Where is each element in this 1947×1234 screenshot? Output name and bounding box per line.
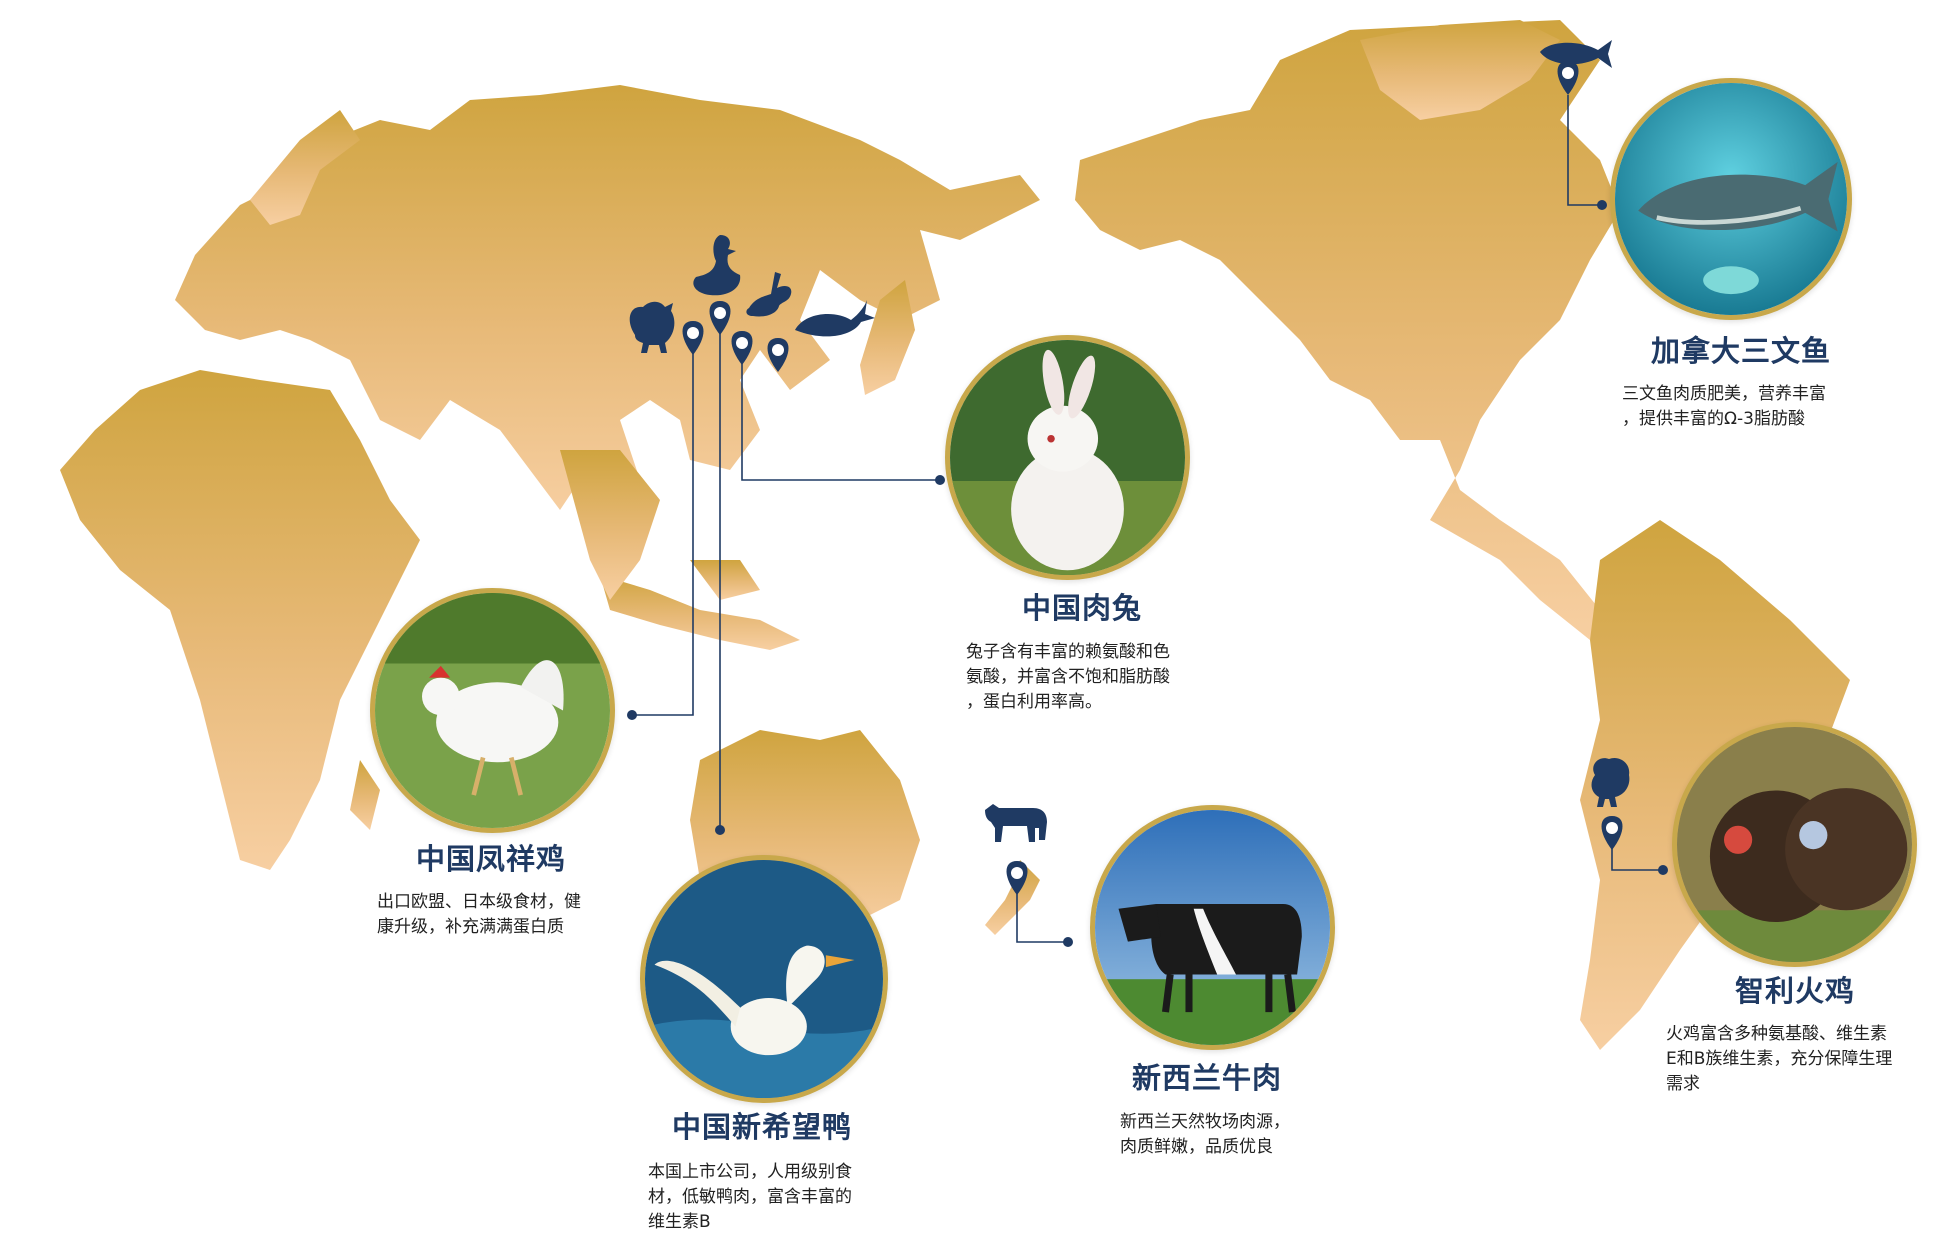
connector-lines — [632, 95, 1663, 943]
beef-title: 新西兰牛肉 — [1132, 1061, 1283, 1095]
salmon-desc-line: 三文鱼肉质肥美，营养丰富 — [1622, 384, 1826, 404]
pin-china-chicken-icon — [682, 321, 704, 355]
turkey-desc-line: 火鸡富含多种氨基酸、维生素 — [1666, 1024, 1887, 1044]
chicken-icon — [629, 301, 675, 353]
pin-chile-icon — [1601, 816, 1623, 850]
turkey-desc-line: 需求 — [1666, 1074, 1700, 1094]
pin-china-east-icon — [767, 338, 789, 372]
duck-desc-line: 材，低敏鸭肉，富含丰富的 — [648, 1187, 852, 1207]
duck-title: 中国新希望鸭 — [672, 1110, 853, 1144]
animal-silhouettes — [629, 40, 1630, 842]
turkey-desc-line: E和B族维生素，充分保障生理 — [1666, 1049, 1893, 1069]
turkey-icon — [1591, 757, 1630, 807]
new-zealand — [985, 860, 1040, 935]
beef-desc-line: 新西兰天然牧场肉源， — [1120, 1112, 1290, 1132]
chicken-desc: 出口欧盟、日本级食材，健 康升级，补充满满蛋白质 — [377, 890, 637, 940]
salmon-desc-line: ，提供丰富的Ω-3脂肪酸 — [1622, 409, 1805, 429]
rabbit-desc-line: 兔子含有丰富的赖氨酸和色 — [966, 642, 1170, 662]
chicken-desc-line: 出口欧盟、日本级食材，健 — [377, 892, 581, 912]
india — [560, 450, 660, 600]
rabbit-desc: 兔子含有丰富的赖氨酸和色 氨酸，并富含不饱和脂肪酸 ，蛋白利用率高。 — [966, 640, 1226, 715]
duck-icon — [693, 235, 741, 296]
chicken-desc-line: 康升级，补充满满蛋白质 — [377, 917, 564, 937]
turkey-title: 智利火鸡 — [1735, 974, 1856, 1008]
pin-china-duck-icon — [709, 301, 731, 335]
salmon-desc: 三文鱼肉质肥美，营养丰富 ，提供丰富的Ω-3脂肪酸 — [1622, 382, 1882, 432]
greenland — [1360, 20, 1560, 120]
turkey-desc: 火鸡富含多种氨基酸、维生素 E和B族维生素，充分保障生理 需求 — [1666, 1022, 1936, 1097]
eurasia — [175, 85, 1040, 520]
duck-photo — [640, 855, 888, 1103]
beef-desc-line: 肉质鲜嫩，品质优良 — [1120, 1137, 1273, 1157]
beef-desc: 新西兰天然牧场肉源， 肉质鲜嫩，品质优良 — [1120, 1110, 1380, 1160]
salmon-title: 加拿大三文鱼 — [1651, 334, 1832, 368]
scandinavia — [250, 110, 360, 225]
cow-icon — [985, 804, 1047, 842]
duck-desc: 本国上市公司，人用级别食 材，低敏鸭肉，富含丰富的 维生素B — [648, 1160, 908, 1234]
rabbit-desc-line: 氨酸，并富含不饱和脂肪酸 — [966, 667, 1170, 687]
turkey-photo — [1672, 722, 1917, 967]
north-america — [1075, 20, 1620, 640]
whale-icon — [795, 300, 875, 337]
cow-photo — [1090, 805, 1335, 1050]
continents — [60, 20, 1850, 1050]
fish-icon — [1540, 40, 1612, 68]
salmon-photo — [1610, 78, 1852, 320]
rabbit-icon — [746, 272, 792, 317]
africa — [60, 370, 420, 870]
duck-desc-line: 维生素B — [648, 1212, 711, 1232]
pin-nz-icon — [1006, 861, 1028, 895]
duck-desc-line: 本国上市公司，人用级别食 — [648, 1162, 852, 1182]
connector-dots — [627, 200, 1668, 947]
chicken-photo — [370, 588, 615, 833]
pin-canada-icon — [1557, 61, 1579, 95]
pin-china-rabbit-icon — [731, 331, 753, 365]
japan — [860, 280, 915, 395]
chicken-title: 中国凤祥鸡 — [416, 842, 567, 876]
indonesia — [600, 575, 800, 650]
rabbit-title: 中国肉兔 — [1022, 591, 1143, 625]
rabbit-photo — [945, 335, 1190, 580]
location-pins — [682, 61, 1623, 895]
rabbit-desc-line: ，蛋白利用率高。 — [966, 692, 1102, 712]
